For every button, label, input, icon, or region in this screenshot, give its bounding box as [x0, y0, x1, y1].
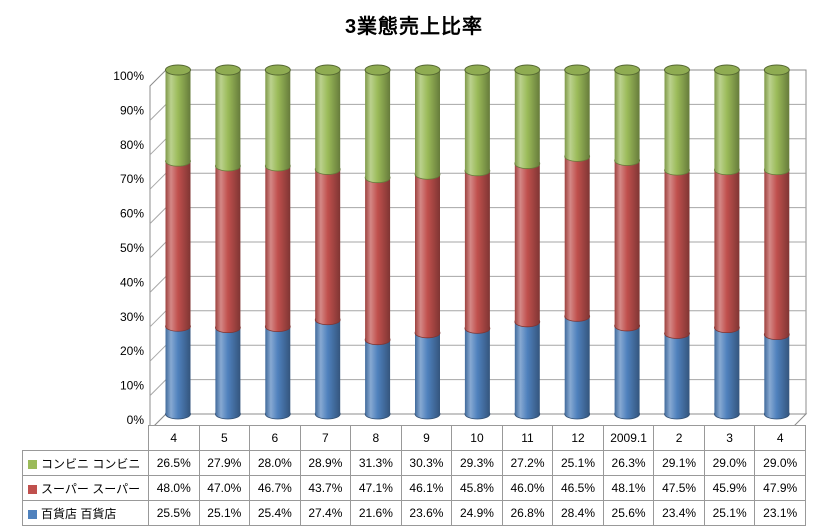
table-header-row: 4 5 6 7 8 9 10 11 12 2009.1 2 3 4	[23, 425, 806, 451]
y-tick-label: 40%	[120, 275, 144, 289]
category-header-cell: 8	[350, 425, 402, 451]
cylinder-bar-11	[514, 64, 541, 420]
cylinder-bar-3	[713, 64, 740, 420]
value-cell: 45.8%	[451, 475, 503, 501]
value-cell: 47.0%	[198, 475, 251, 501]
value-cell: 27.2%	[501, 450, 554, 476]
value-cell: 25.6%	[602, 500, 655, 526]
y-tick-label: 0%	[127, 413, 145, 427]
stacked-cylinder-chart: 0% 10% 20% 30% 40% 50% 60% 70% 80% 90% 100%	[113, 64, 808, 432]
y-tick-label: 80%	[120, 138, 144, 152]
chart-title: 3業態売上比率	[344, 16, 484, 38]
legend-label-cell: コンビニ コンビニ	[22, 450, 149, 476]
table-series-row: コンビニ コンビニ 26.5% 27.9% 28.0% 28.9% 31.3% 30.3% 2…	[22, 450, 806, 476]
value-cell: 25.1%	[552, 450, 604, 476]
cylinder-bar-4	[165, 64, 191, 420]
category-header-cell: 11	[501, 425, 554, 451]
category-header-cell: 4	[148, 425, 200, 451]
value-cell: 31.3%	[350, 450, 402, 476]
value-cell: 29.1%	[653, 450, 705, 476]
value-cell: 25.4%	[249, 500, 301, 526]
table-corner-blank	[23, 426, 149, 451]
cylinder-bars	[165, 64, 790, 420]
legend-label-cell: 百貨店 百貨店	[22, 500, 149, 526]
cylinder-bar-2	[664, 64, 690, 420]
cylinder-bar-4	[763, 64, 790, 420]
data-table: 4 5 6 7 8 9 10 11 12 2009.1 2 3 4 コンビニ コンビニ 26.5% 27.9%…	[22, 425, 806, 526]
cylinder-bar-7	[314, 64, 341, 420]
value-cell: 28.4%	[552, 500, 604, 526]
value-cell: 28.0%	[249, 450, 301, 476]
y-tick-label: 30%	[120, 310, 144, 324]
legend-swatch-icon	[28, 484, 37, 494]
value-cell: 47.1%	[350, 475, 402, 501]
category-header-cell: 10	[451, 425, 503, 451]
value-cell: 23.4%	[653, 500, 705, 526]
y-tick-label: 50%	[120, 241, 144, 255]
category-header-cell: 6	[249, 425, 301, 451]
value-cell: 47.5%	[653, 475, 705, 501]
legend-swatch-icon	[28, 459, 37, 469]
y-tick-label: 20%	[120, 344, 144, 358]
value-cell: 46.5%	[552, 475, 604, 501]
value-cell: 28.9%	[299, 450, 352, 476]
value-cell: 48.1%	[602, 475, 655, 501]
y-tick-label: 100%	[113, 69, 144, 83]
value-cell: 27.9%	[198, 450, 251, 476]
value-cell: 46.7%	[249, 475, 301, 501]
value-cell: 29.0%	[703, 450, 756, 476]
value-cell: 25.1%	[703, 500, 756, 526]
table-series-row: 百貨店 百貨店 25.5% 25.1% 25.4% 27.4% 21.6% 23.6% 24.…	[22, 500, 806, 526]
cylinder-bar-8	[364, 64, 391, 420]
value-cell: 46.0%	[501, 475, 554, 501]
y-tick-label: 90%	[120, 103, 144, 117]
value-cell: 25.5%	[148, 500, 200, 526]
value-cell: 29.0%	[754, 450, 806, 476]
value-cell: 26.5%	[148, 450, 200, 476]
category-header-cell: 2	[653, 425, 705, 451]
category-header-cell: 7	[299, 425, 352, 451]
cylinder-bar-10	[464, 64, 491, 420]
value-cell: 23.1%	[754, 500, 806, 526]
y-tick-label: 70%	[120, 172, 144, 186]
value-cell: 30.3%	[400, 450, 453, 476]
category-header-cell: 9	[400, 425, 453, 451]
category-header-cell: 3	[703, 425, 756, 451]
category-header-cell: 12	[552, 425, 604, 451]
value-cell: 29.3%	[451, 450, 503, 476]
table-series-row: スーパー スーパー 48.0% 47.0% 46.7% 43.7% 47.1% 46.1% 4…	[22, 475, 806, 501]
cylinder-bar-2009.1	[614, 64, 641, 420]
value-cell: 46.1%	[400, 475, 453, 501]
value-cell: 23.6%	[400, 500, 453, 526]
category-header-cell: 4	[754, 425, 806, 451]
value-cell: 26.3%	[602, 450, 655, 476]
y-axis-labels: 0% 10% 20% 30% 40% 50% 60% 70% 80% 90% 100%	[113, 69, 144, 427]
value-cell: 24.9%	[451, 500, 503, 526]
category-header-cell: 5	[198, 425, 251, 451]
value-cell: 45.9%	[703, 475, 756, 501]
legend-swatch-icon	[28, 509, 37, 519]
value-cell: 47.9%	[754, 475, 806, 501]
value-cell: 43.7%	[299, 475, 352, 501]
cylinder-bar-12	[564, 64, 591, 420]
cylinder-bar-5	[214, 64, 241, 420]
legend-label-cell: スーパー スーパー	[22, 475, 149, 501]
value-cell: 27.4%	[299, 500, 352, 526]
value-cell: 21.6%	[350, 500, 402, 526]
y-tick-label: 60%	[120, 207, 144, 221]
value-cell: 26.8%	[501, 500, 554, 526]
value-cell: 25.1%	[198, 500, 251, 526]
value-cell: 48.0%	[148, 475, 200, 501]
cylinder-bar-6	[264, 64, 291, 420]
cylinder-bar-9	[414, 64, 441, 420]
y-tick-label: 10%	[120, 379, 144, 393]
category-header-cell: 2009.1	[602, 425, 655, 451]
